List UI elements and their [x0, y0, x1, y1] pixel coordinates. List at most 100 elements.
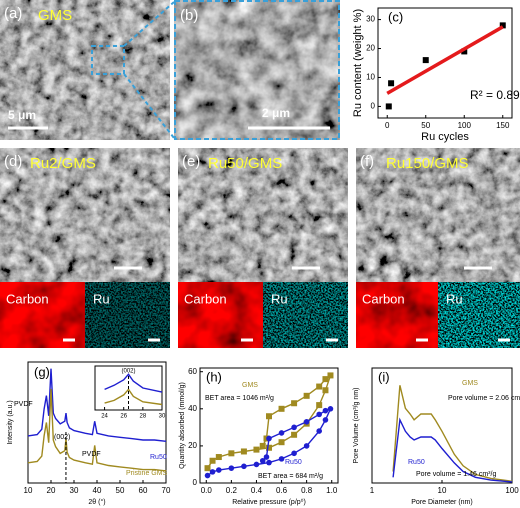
marker	[316, 402, 323, 409]
x-tick-label: 10	[24, 486, 33, 495]
x-axis-label: Relative pressure (p/p⁰)	[232, 498, 306, 506]
series-line	[27, 388, 167, 472]
carbon-map	[356, 282, 438, 348]
series-label: Ru50	[285, 459, 302, 466]
marker	[316, 411, 322, 418]
x-axis-label: 2θ (°)	[88, 498, 105, 506]
marker	[291, 400, 298, 407]
x-tick-label: 0.2	[226, 486, 238, 495]
annotation: BET area = 1046 m²/g	[205, 395, 274, 402]
marker	[209, 469, 216, 475]
x-tick-label: 60	[139, 486, 148, 495]
series-line	[392, 385, 513, 482]
series-line	[27, 368, 167, 442]
x-tick-label: 24	[101, 414, 108, 420]
marker	[385, 103, 392, 110]
y-tick-label: 0	[193, 478, 198, 487]
annotation: (002)	[54, 434, 70, 441]
x-tick-label: 50	[421, 121, 430, 130]
ru-map	[263, 282, 348, 348]
marker	[228, 465, 235, 471]
chart-label: (g)	[34, 364, 50, 379]
x-tick-label: 100	[458, 121, 472, 130]
x-tick-label: 100	[505, 486, 519, 495]
map-label: Ru	[271, 291, 288, 306]
marker	[461, 48, 468, 55]
marker	[241, 463, 247, 470]
marker	[278, 456, 285, 462]
marker	[322, 387, 329, 394]
panel-label: (e)	[182, 153, 200, 170]
y-axis-label: Quantity absorbed (mmol/g)	[179, 382, 186, 469]
x-tick-label: 26	[120, 414, 127, 420]
sem-image	[0, 0, 170, 140]
sem-image	[356, 148, 520, 282]
marker	[303, 443, 310, 449]
annotation: PVDF	[14, 401, 33, 408]
marker	[240, 448, 247, 455]
marker	[204, 472, 211, 479]
x-tick-label: 50	[116, 486, 125, 495]
marker	[266, 435, 272, 442]
x-tick-label: 0.0	[201, 486, 213, 495]
x-tick-label: 150	[496, 121, 510, 130]
sem-images: (a) GMS 5 μm (b) 2 μm	[0, 0, 340, 140]
ru-map	[85, 282, 170, 348]
series-label: Pristine GMS	[126, 470, 168, 477]
annotation: Pore volume = 2.06 cm³/g	[448, 395, 520, 402]
x-tick-label: 70	[162, 486, 171, 495]
plot-frame	[377, 7, 513, 119]
marker	[327, 372, 334, 379]
marker	[316, 428, 322, 434]
map-label: Ru	[446, 291, 463, 306]
chart-label: (c)	[388, 9, 403, 24]
scale-label: 5 μm	[8, 108, 36, 122]
x-axis-label: Ru cycles	[421, 131, 469, 143]
marker	[266, 459, 272, 466]
marker	[278, 405, 285, 412]
marker	[291, 450, 297, 457]
x-tick-label: 10	[438, 486, 447, 495]
map-label: Carbon	[362, 291, 405, 306]
marker	[266, 413, 272, 420]
carbon-map	[178, 282, 263, 348]
x-tick-label: 0.8	[301, 486, 313, 495]
series-line	[392, 417, 513, 483]
panel-title: Ru150/GMS	[386, 155, 469, 172]
marker	[209, 457, 216, 464]
panel-label: (b)	[180, 7, 198, 24]
zoom-frame	[174, 0, 340, 140]
chart-label: (h)	[206, 369, 222, 384]
marker	[204, 465, 211, 472]
y-axis-label: Pore Volume (cm³/g nm)	[353, 388, 360, 464]
x-tick-label: 28	[140, 414, 147, 420]
y-tick-label: 20	[188, 441, 197, 450]
annotation: Pore volume = 1.46 cm³/g	[416, 471, 496, 478]
chart-label: (i)	[378, 369, 390, 384]
marker	[291, 424, 297, 431]
annotation: PVDF	[82, 451, 101, 458]
ru-map	[438, 282, 520, 348]
panel-label: (d)	[4, 153, 22, 170]
series-label: Ru50	[408, 459, 425, 466]
y-axis-label: Intensity (a.u.)	[7, 400, 14, 444]
x-tick-label: 0	[385, 121, 390, 130]
marker	[253, 461, 260, 468]
marker	[291, 431, 298, 438]
marker	[322, 407, 329, 414]
marker	[259, 457, 266, 464]
marker	[316, 383, 323, 390]
y-tick-label: 10	[366, 73, 375, 82]
panel-title: Ru2/GMS	[30, 155, 96, 172]
marker	[259, 442, 266, 449]
map-label: Ru	[93, 291, 110, 306]
marker	[216, 467, 222, 473]
x-tick-label: 30	[70, 486, 79, 495]
zoom-box	[91, 45, 125, 75]
map-label: Carbon	[6, 291, 49, 306]
marker	[228, 450, 235, 457]
x-tick-label: 0.6	[276, 486, 288, 495]
x-tick-label: 0.4	[251, 486, 263, 495]
annotation: (002)	[121, 369, 135, 375]
